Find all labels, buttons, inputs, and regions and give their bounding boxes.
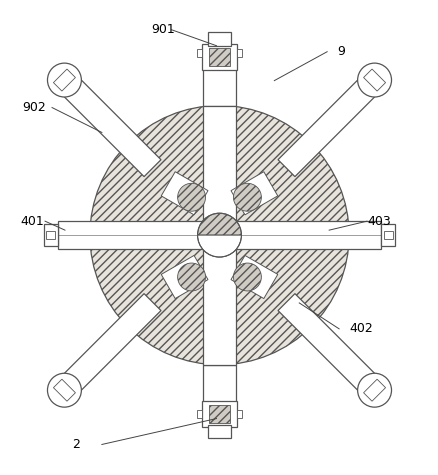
Circle shape bbox=[357, 373, 391, 407]
Text: 401: 401 bbox=[20, 215, 44, 228]
Bar bbox=[237, 409, 242, 418]
Polygon shape bbox=[56, 72, 161, 177]
Text: 901: 901 bbox=[152, 23, 175, 36]
Polygon shape bbox=[230, 171, 277, 215]
Circle shape bbox=[47, 373, 81, 407]
Polygon shape bbox=[161, 171, 208, 215]
Polygon shape bbox=[161, 256, 208, 299]
Polygon shape bbox=[53, 69, 75, 91]
Circle shape bbox=[90, 105, 348, 365]
Bar bbox=[380, 224, 394, 246]
Wedge shape bbox=[197, 235, 241, 257]
Bar bbox=[201, 400, 237, 427]
Bar bbox=[383, 231, 392, 239]
Bar bbox=[208, 405, 230, 423]
Bar bbox=[201, 44, 237, 70]
Polygon shape bbox=[53, 379, 75, 401]
Bar bbox=[207, 425, 231, 438]
Text: 902: 902 bbox=[22, 101, 46, 114]
Circle shape bbox=[177, 263, 205, 291]
Bar bbox=[46, 231, 55, 239]
Bar bbox=[44, 224, 58, 246]
Bar bbox=[202, 66, 236, 105]
Circle shape bbox=[233, 183, 261, 211]
Circle shape bbox=[233, 263, 261, 291]
Circle shape bbox=[177, 183, 205, 211]
Bar bbox=[237, 49, 242, 57]
Bar bbox=[202, 365, 236, 405]
Bar bbox=[196, 49, 201, 57]
Polygon shape bbox=[363, 379, 385, 401]
Bar bbox=[202, 105, 236, 221]
Bar bbox=[58, 221, 380, 249]
Bar bbox=[207, 32, 231, 46]
Circle shape bbox=[357, 63, 391, 97]
Text: 2: 2 bbox=[72, 438, 80, 451]
Polygon shape bbox=[230, 256, 277, 299]
Bar bbox=[196, 409, 201, 418]
Text: 403: 403 bbox=[366, 215, 390, 228]
Text: 9: 9 bbox=[336, 45, 344, 58]
Bar bbox=[202, 249, 236, 365]
Polygon shape bbox=[363, 69, 385, 91]
Bar bbox=[208, 48, 230, 66]
Circle shape bbox=[47, 63, 81, 97]
Text: 402: 402 bbox=[348, 323, 372, 335]
Wedge shape bbox=[197, 213, 241, 235]
Polygon shape bbox=[277, 294, 382, 399]
Polygon shape bbox=[277, 72, 382, 177]
Polygon shape bbox=[56, 294, 161, 399]
